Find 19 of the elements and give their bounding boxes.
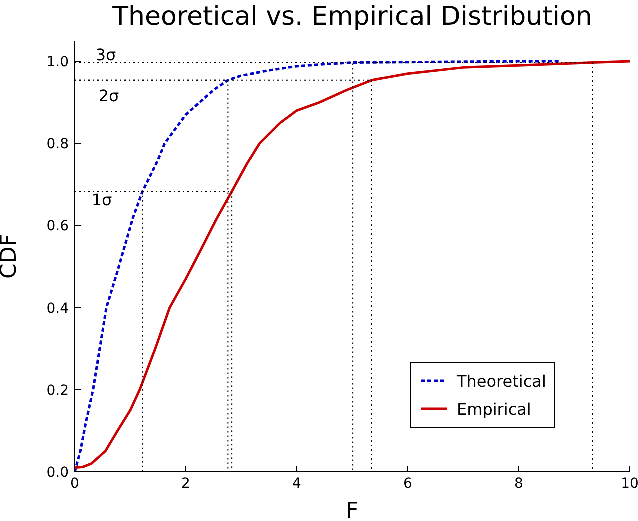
x-tick-label: 0 xyxy=(70,476,80,492)
y-tick-label: 0.4 xyxy=(46,300,70,317)
y-tick-label: 0.0 xyxy=(46,464,69,481)
y-tick-label: 0.6 xyxy=(46,218,70,235)
chart-title: Theoretical vs. Empirical Distribution xyxy=(112,1,594,34)
y-tick-label: 1.0 xyxy=(46,54,69,70)
x-tick-label: 6 xyxy=(404,476,413,492)
x-tick-label: 2 xyxy=(182,476,190,492)
y-tick-label: 0.8 xyxy=(46,136,69,153)
annotation: 1σ xyxy=(92,190,112,210)
y-tick-label: 0.2 xyxy=(46,382,69,399)
legend-label: Empirical xyxy=(457,400,532,418)
legend-label: Theoretical xyxy=(457,372,546,390)
x-tick-label: 10 xyxy=(621,476,638,492)
x-axis-title: F xyxy=(346,499,359,521)
annotation: 3σ xyxy=(96,46,116,64)
x-tick-label: 8 xyxy=(514,476,524,492)
annotation: 2σ xyxy=(98,86,120,106)
x-tick-label: 4 xyxy=(292,476,302,492)
